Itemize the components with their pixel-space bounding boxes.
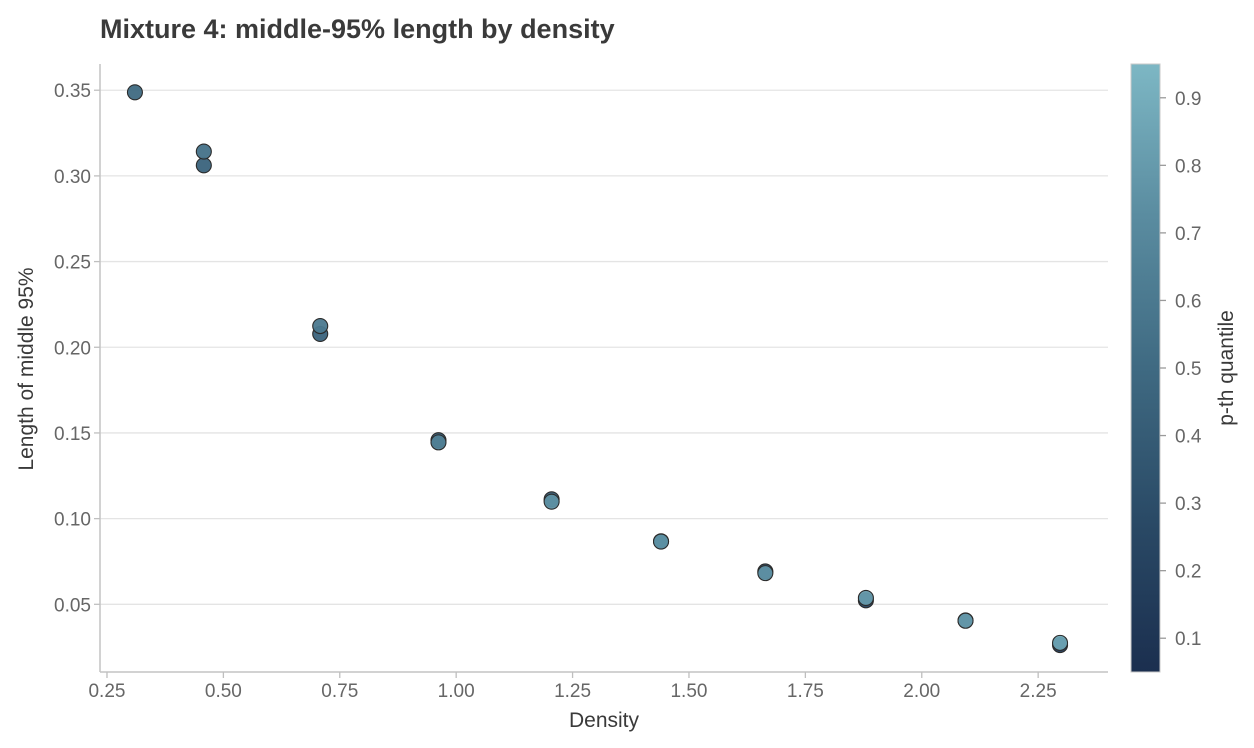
data-point: [430, 434, 447, 451]
y-tick-label: 0.15: [54, 424, 91, 445]
x-axis-label: Density: [569, 709, 640, 732]
y-axis-ticks: 0.05 0.10 0.15 0.20 0.25 0.30 0.35: [54, 81, 100, 616]
data-point: [195, 157, 212, 174]
colorbar-tick-label: 0.9: [1175, 89, 1201, 110]
data-points: [126, 84, 1069, 654]
x-tick-label: 0.50: [205, 681, 242, 702]
y-tick-label: 0.10: [54, 510, 91, 531]
axes: [99, 64, 1108, 673]
x-tick-label: 1.50: [670, 681, 707, 702]
colorbar-tick-label: 0.1: [1175, 629, 1201, 650]
data-point: [757, 565, 774, 582]
colorbar-tick-label: 0.4: [1175, 427, 1202, 448]
colorbar-label: p-th quantile: [1215, 310, 1238, 426]
colorbar-gradient: [1130, 63, 1161, 673]
y-tick-label: 0.05: [54, 595, 91, 616]
data-point: [126, 84, 143, 101]
data-point: [957, 612, 974, 629]
chart-title: Mixture 4: middle-95% length by density: [100, 14, 615, 44]
colorbar-ticks: 0.1 0.2 0.3 0.4 0.5 0.6 0.7 0.8 0.9: [1160, 89, 1202, 650]
y-tick-label: 0.30: [54, 167, 91, 188]
colorbar-tick-label: 0.8: [1175, 156, 1201, 177]
colorbar-tick-label: 0.2: [1175, 562, 1201, 583]
colorbar: 0.1 0.2 0.3 0.4 0.5 0.6 0.7 0.8 0.9 p-th quantil…: [1130, 63, 1238, 673]
x-tick-label: 2.00: [903, 681, 940, 702]
y-tick-label: 0.35: [54, 81, 91, 102]
colorbar-tick-label: 0.5: [1175, 359, 1201, 380]
x-tick-label: 0.75: [321, 681, 358, 702]
colorbar-tick-label: 0.3: [1175, 494, 1201, 515]
colorbar-tick-label: 0.6: [1175, 291, 1201, 312]
gridlines: [100, 89, 1108, 605]
y-axis-label: Length of middle 95%: [15, 267, 38, 470]
x-axis-ticks: 0.25 0.50 0.75 1.00 1.25 1.50 1.75 2.00 2.25: [88, 672, 1057, 702]
data-point: [543, 493, 560, 510]
data-point: [312, 317, 329, 335]
colorbar-tick-label: 0.7: [1175, 224, 1201, 245]
data-point: [195, 143, 212, 160]
x-tick-label: 1.75: [787, 681, 824, 702]
data-point: [652, 533, 670, 550]
x-tick-label: 1.00: [438, 681, 475, 702]
x-tick-label: 0.25: [88, 681, 125, 702]
x-tick-label: 2.25: [1020, 681, 1057, 702]
x-tick-label: 1.25: [554, 681, 591, 702]
y-tick-label: 0.25: [54, 253, 91, 274]
data-point: [1051, 634, 1069, 651]
y-tick-label: 0.20: [54, 338, 91, 359]
data-point: [857, 589, 874, 607]
